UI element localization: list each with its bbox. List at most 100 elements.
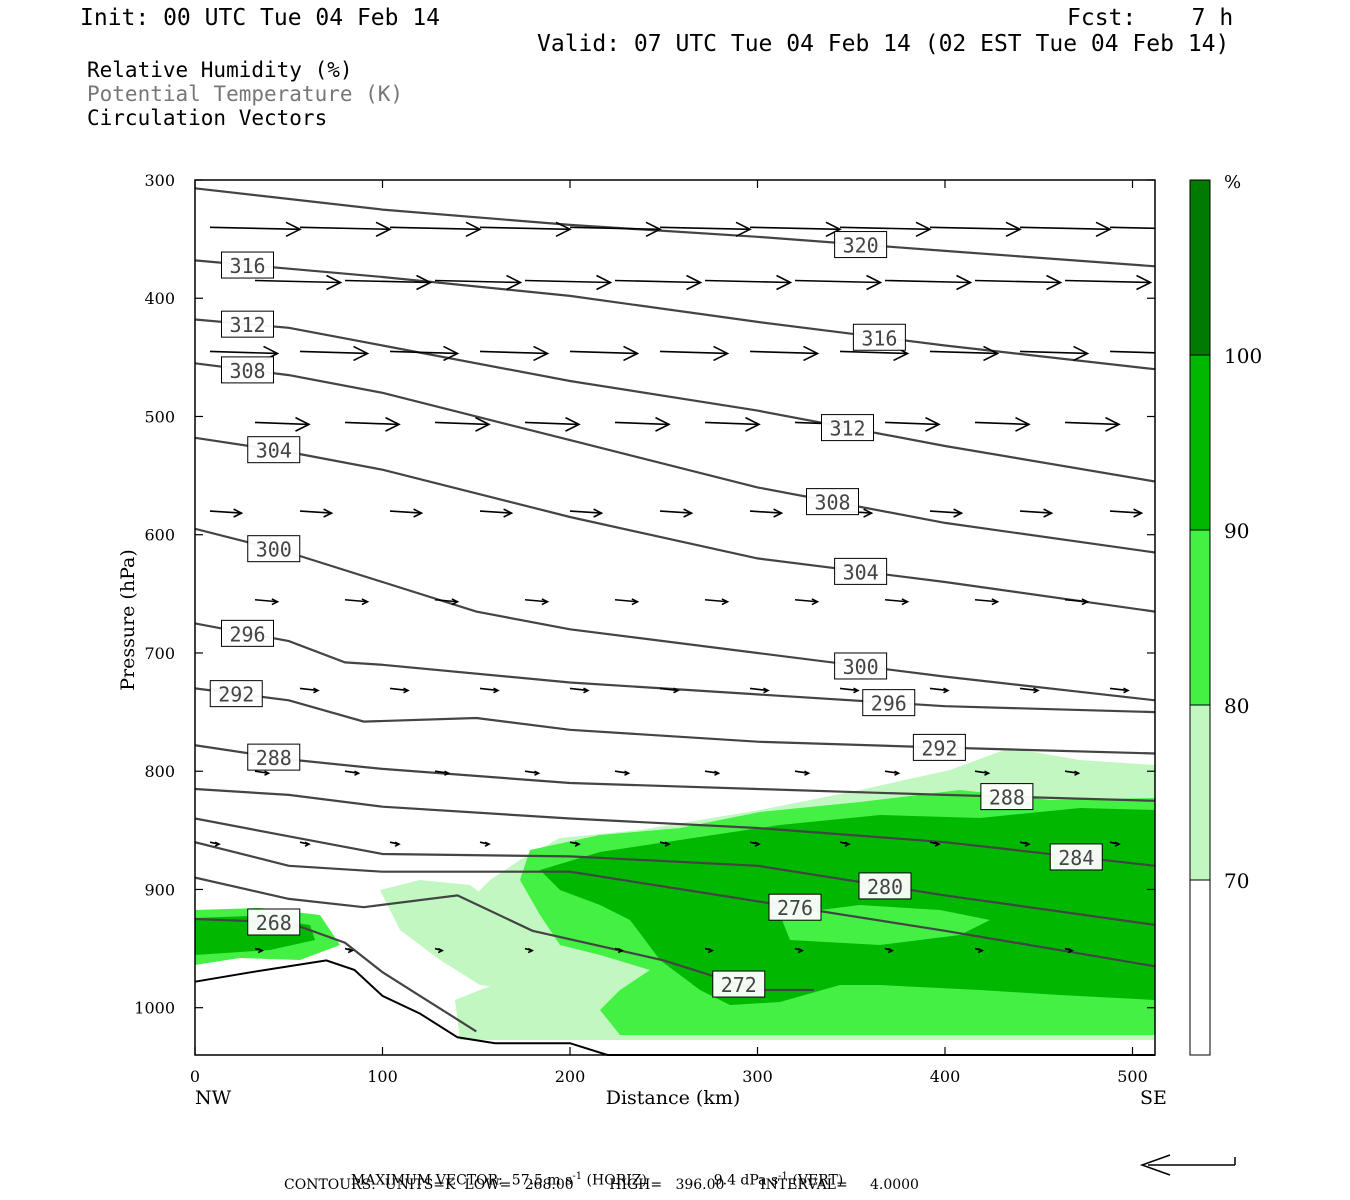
isentrope-292 [195, 687, 1155, 755]
circulation-vector-head [394, 841, 401, 847]
circulation-vector-head [493, 687, 500, 694]
circulation-vector-head [541, 598, 550, 606]
isentrope-284 [195, 787, 1155, 867]
circulation-vector-head [1105, 416, 1121, 432]
max-vector-vert: 9.4 dPa s [713, 1172, 779, 1189]
circulation-vector [884, 598, 908, 603]
circulation-vector [929, 687, 949, 692]
isentrope-label-box [221, 251, 274, 279]
colorbar-band-70-80 [1189, 704, 1211, 881]
max-vector-label: MAXIMUM VECTOR: [350, 1172, 503, 1189]
circulation-vector-head [887, 947, 894, 954]
isentrope-label: 292 [921, 736, 957, 760]
circulation-vector [569, 226, 661, 231]
isentrope-label-box [1049, 843, 1103, 871]
circulation-vector-head [326, 274, 343, 291]
field-theta-label: Potential Temperature (K) [87, 82, 404, 106]
circulation-vector-head [956, 274, 973, 291]
isentrope-label-box [834, 652, 888, 680]
circulation-vector-head [825, 221, 842, 238]
circulation-vector-head [285, 221, 302, 238]
circulation-vector [1109, 510, 1142, 514]
circulation-vector-head [444, 770, 451, 776]
vert-tag: (VERT) [787, 1172, 844, 1189]
circulation-vector [344, 421, 400, 426]
circulation-vector [659, 510, 692, 514]
isentrope-label: 296 [871, 692, 907, 716]
circulation-vector [749, 350, 818, 355]
colorbar-band-90-100 [1189, 354, 1211, 531]
isentrope-label-box [209, 680, 263, 708]
circulation-vector-head [1133, 508, 1144, 518]
isentrope-label-box [221, 356, 274, 384]
isentrope-labels: 320 316 316 312 312 308 308 304 304 300 300 296 296 2… [209, 231, 1103, 998]
circulation-vector-head [776, 274, 793, 291]
colorbar-band-100-plus [1189, 179, 1211, 356]
y-tick-label: 400 [144, 289, 175, 308]
y-axis: 300 400 500 600 700 800 900 1000 [134, 171, 1155, 1018]
x-tick-label: 400 [930, 1067, 961, 1086]
colorbar-band-80-90 [1189, 529, 1211, 706]
circulation-vector-head [1043, 508, 1054, 518]
circulation-vector-head [534, 770, 541, 776]
circulation-vector-head [1033, 687, 1040, 694]
circulation-vector [1109, 687, 1129, 692]
horiz-tag: (HORIZ) [582, 1172, 647, 1189]
circulation-vector-head [804, 770, 811, 776]
circulation-vector-head [713, 345, 730, 362]
circulation-vector-head [1067, 947, 1074, 954]
isentrope-label-box [221, 310, 274, 338]
circulation-vector-head [645, 221, 662, 238]
circulation-vector-head [664, 841, 671, 847]
circulation-vector-head [1123, 687, 1130, 694]
isentrope-304 [195, 436, 1155, 613]
circulation-vector [344, 279, 431, 284]
circulation-vector-head [655, 416, 671, 432]
circulation-vector-head [416, 274, 433, 291]
circulation-vector-head [361, 598, 370, 606]
circulation-vector [929, 510, 962, 514]
circulation-vector-head [565, 416, 581, 432]
circulation-vector-head [437, 947, 444, 954]
circulation-vector-head [811, 598, 820, 606]
circulation-vector [1019, 510, 1052, 514]
isentrope-label-box [858, 872, 912, 900]
colorbar-tick-70: 70 [1224, 869, 1249, 893]
circulation-vector-head [984, 770, 991, 776]
circulation-vector-head [844, 841, 851, 847]
circulation-vector [614, 421, 670, 426]
y-tick-label: 900 [144, 880, 175, 899]
circulation-vector [254, 598, 278, 603]
isentrope-label: 300 [843, 655, 879, 679]
circulation-vector-head [707, 947, 714, 954]
isentrope-label: 284 [1058, 846, 1094, 870]
circulation-vector-head [735, 221, 752, 238]
circulation-vector [524, 279, 611, 284]
circulation-vector-head [901, 598, 910, 606]
x-tick-label: 500 [1117, 1067, 1148, 1086]
circulation-vector-head [1136, 274, 1153, 291]
isentrope-312 [195, 318, 1155, 483]
isentrope-label: 288 [256, 746, 292, 770]
isentrope-label: 320 [843, 234, 879, 258]
isentrope-308 [195, 362, 1155, 554]
isentrope-label-box [834, 231, 888, 259]
circulation-vector-head [475, 416, 491, 432]
circulation-vector-head [233, 508, 244, 518]
x-tick-label: 300 [742, 1067, 773, 1086]
circulation-vector-head [533, 345, 550, 362]
circulation-vector-head [803, 345, 820, 362]
circulation-vector [389, 350, 458, 355]
isentrope-label: 272 [721, 973, 757, 997]
circulation-vector [389, 687, 409, 692]
circulation-vector [1064, 279, 1151, 284]
isentrope-label-box [247, 535, 301, 563]
circulation-vector [1109, 350, 1155, 354]
circulation-vector [299, 226, 391, 231]
field-rh-label: Relative Humidity (%) [87, 58, 353, 82]
x-axis: 0 100 200 300 400 500 [190, 180, 1148, 1086]
circulation-vector [974, 421, 1030, 426]
circulation-vector [839, 687, 859, 692]
circulation-vector [884, 421, 940, 426]
circulation-vector-head [683, 508, 694, 518]
